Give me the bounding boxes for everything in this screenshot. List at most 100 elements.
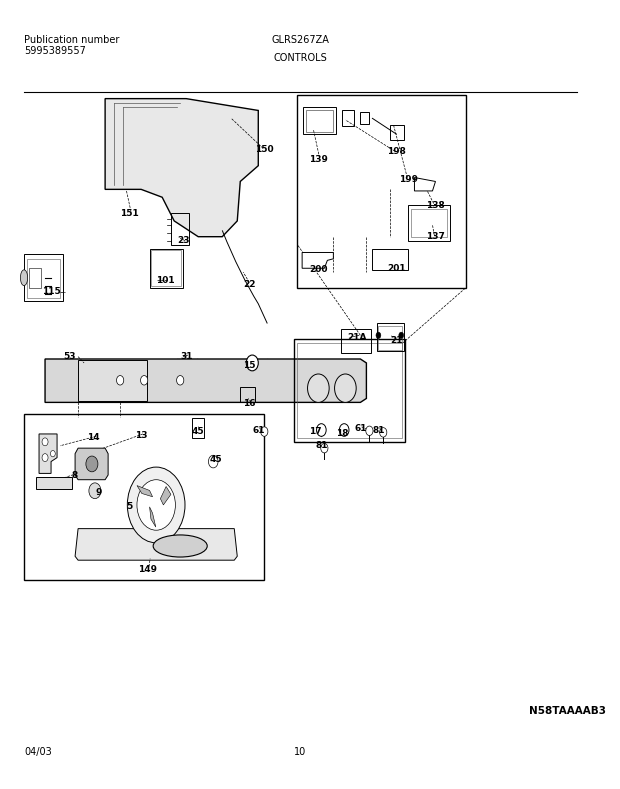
Text: 200: 200 bbox=[309, 265, 327, 275]
Text: 137: 137 bbox=[426, 232, 445, 241]
Bar bbox=[150, 249, 183, 288]
Text: 31: 31 bbox=[180, 352, 192, 361]
Text: 81: 81 bbox=[315, 441, 327, 451]
Text: 22: 22 bbox=[243, 279, 255, 289]
Circle shape bbox=[246, 355, 259, 371]
Bar bbox=[298, 343, 402, 438]
Circle shape bbox=[308, 374, 329, 402]
Text: 5995389557: 5995389557 bbox=[24, 46, 86, 56]
Bar bbox=[378, 326, 402, 350]
Circle shape bbox=[339, 424, 349, 436]
Bar bbox=[78, 360, 147, 401]
Bar bbox=[341, 329, 371, 353]
Circle shape bbox=[321, 443, 328, 453]
Text: 115: 115 bbox=[42, 287, 60, 297]
Bar bbox=[294, 339, 405, 442]
Text: 8: 8 bbox=[72, 471, 78, 481]
Text: 9: 9 bbox=[96, 488, 102, 497]
Circle shape bbox=[317, 424, 326, 436]
Bar bbox=[24, 254, 63, 301]
Circle shape bbox=[42, 454, 48, 462]
Text: 18: 18 bbox=[336, 429, 348, 439]
Bar bbox=[241, 387, 255, 402]
Circle shape bbox=[42, 438, 48, 446]
Bar bbox=[151, 250, 182, 286]
Text: 17: 17 bbox=[309, 427, 322, 436]
Text: Publication number: Publication number bbox=[24, 35, 120, 45]
Polygon shape bbox=[137, 485, 153, 497]
Text: 5: 5 bbox=[126, 502, 132, 511]
Polygon shape bbox=[45, 359, 366, 402]
Bar bbox=[391, 125, 404, 140]
Text: 14: 14 bbox=[87, 433, 99, 443]
Text: CONTROLS: CONTROLS bbox=[273, 53, 327, 63]
Bar bbox=[29, 268, 41, 288]
Bar bbox=[24, 414, 264, 580]
Bar bbox=[409, 205, 451, 241]
Text: 10: 10 bbox=[294, 747, 306, 757]
Bar bbox=[303, 107, 337, 134]
Polygon shape bbox=[414, 178, 435, 191]
Ellipse shape bbox=[153, 535, 207, 557]
Text: 81: 81 bbox=[372, 425, 384, 435]
Text: 199: 199 bbox=[399, 175, 418, 185]
Text: GLRS267ZA: GLRS267ZA bbox=[272, 35, 329, 45]
Bar bbox=[360, 112, 370, 124]
Text: 151: 151 bbox=[120, 208, 138, 218]
Text: 16: 16 bbox=[243, 399, 255, 409]
Bar bbox=[412, 209, 448, 237]
Polygon shape bbox=[161, 487, 171, 505]
Text: 198: 198 bbox=[387, 147, 406, 156]
Bar bbox=[192, 418, 204, 438]
Text: 61: 61 bbox=[354, 424, 366, 433]
Bar bbox=[342, 110, 355, 126]
Bar bbox=[377, 323, 404, 351]
Circle shape bbox=[399, 332, 404, 338]
Text: 45: 45 bbox=[210, 454, 223, 464]
Circle shape bbox=[177, 376, 184, 385]
Circle shape bbox=[366, 426, 373, 436]
Text: 150: 150 bbox=[255, 145, 273, 155]
Ellipse shape bbox=[20, 270, 28, 286]
Bar bbox=[171, 213, 189, 245]
Text: 138: 138 bbox=[426, 200, 445, 210]
Text: 23: 23 bbox=[177, 236, 190, 245]
Text: 139: 139 bbox=[309, 155, 328, 164]
Text: 149: 149 bbox=[138, 565, 157, 574]
Text: 101: 101 bbox=[156, 275, 174, 285]
Polygon shape bbox=[39, 434, 57, 473]
Circle shape bbox=[117, 376, 124, 385]
Text: 15: 15 bbox=[243, 361, 255, 370]
Circle shape bbox=[50, 451, 55, 457]
Bar bbox=[306, 110, 334, 132]
Circle shape bbox=[141, 376, 148, 385]
Text: 201: 201 bbox=[387, 264, 405, 273]
Text: 04/03: 04/03 bbox=[24, 747, 52, 757]
Circle shape bbox=[89, 483, 101, 499]
Text: 21: 21 bbox=[390, 336, 402, 346]
Circle shape bbox=[335, 374, 356, 402]
Polygon shape bbox=[105, 99, 259, 237]
Circle shape bbox=[376, 332, 381, 338]
Polygon shape bbox=[302, 252, 334, 268]
Circle shape bbox=[208, 455, 218, 468]
Polygon shape bbox=[75, 448, 108, 480]
Bar bbox=[298, 95, 466, 288]
Circle shape bbox=[86, 456, 98, 472]
Circle shape bbox=[127, 467, 185, 543]
Text: 53: 53 bbox=[63, 352, 75, 361]
Circle shape bbox=[260, 427, 268, 436]
Text: 13: 13 bbox=[135, 431, 148, 440]
Circle shape bbox=[137, 480, 175, 530]
Text: N58TAAAAB3: N58TAAAAB3 bbox=[529, 706, 606, 716]
Polygon shape bbox=[373, 249, 409, 270]
Polygon shape bbox=[75, 529, 237, 560]
Polygon shape bbox=[36, 477, 72, 489]
Text: 61: 61 bbox=[252, 425, 265, 435]
Text: 45: 45 bbox=[192, 427, 205, 436]
Circle shape bbox=[379, 428, 387, 437]
Polygon shape bbox=[149, 507, 156, 527]
Text: ReplacementParts.com: ReplacementParts.com bbox=[176, 358, 304, 368]
Bar bbox=[27, 259, 60, 298]
Text: 21A: 21A bbox=[348, 333, 367, 342]
